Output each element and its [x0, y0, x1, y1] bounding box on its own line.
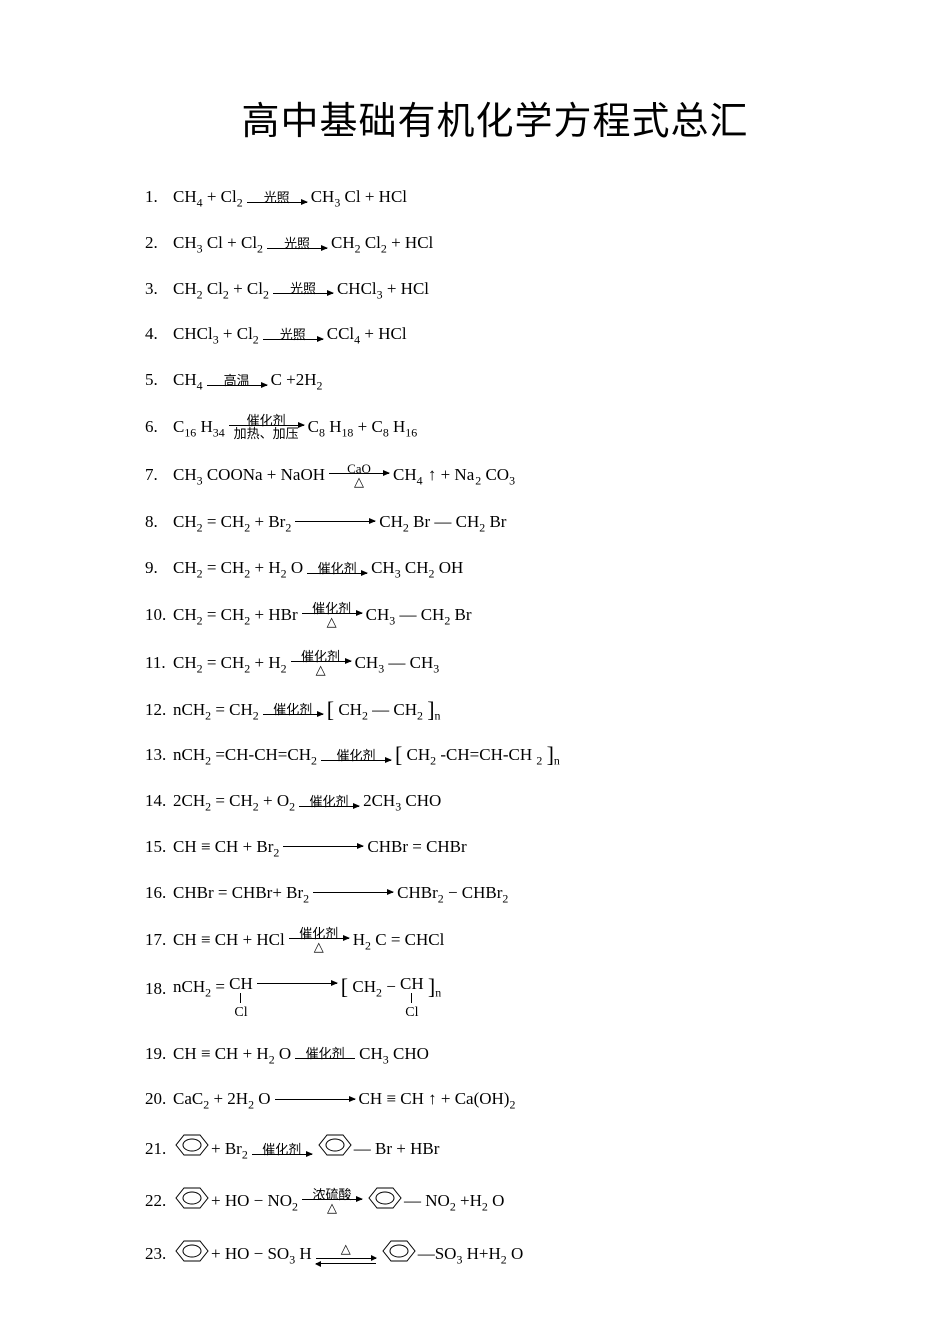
polymer-bracket-close: ]: [427, 697, 434, 722]
reaction-arrow: CaO △: [329, 462, 389, 488]
equation-row: 15. CH ≡ CH + Br2 CHBr = CHBr: [145, 835, 845, 859]
reaction-arrow: 光照: [273, 282, 333, 294]
reaction-arrow: 催化剂 △: [291, 650, 351, 676]
equation-row: 5. CH4 高温 C +2H2: [145, 368, 845, 392]
equation-row: 4. CHCl3 + Cl2 光照 CCl4 + HCl: [145, 322, 845, 346]
equilibrium-arrow: △: [316, 1242, 376, 1266]
eq-number: 3.: [145, 277, 167, 301]
eq-number: 13.: [145, 743, 167, 767]
eq-number: 12.: [145, 698, 167, 722]
reaction-arrow: [295, 521, 375, 522]
eq-number: 22.: [145, 1189, 167, 1213]
equation-row: 3. CH2 Cl2 + Cl2 光照 CHCl3 + HCl: [145, 277, 845, 301]
eq-number: 11.: [145, 651, 167, 675]
eq-number: 1.: [145, 185, 167, 209]
reaction-arrow: [313, 892, 393, 893]
reaction-arrow: 浓硫酸 △: [302, 1188, 362, 1214]
equation-row: 6. C16 H34 催化剂 加热、加压 C8 H18 + C8 H16: [145, 414, 845, 440]
polymer-bracket-open: [: [341, 974, 348, 999]
benzene-icon: [175, 1133, 209, 1164]
document-page: 高中基础有机化学方程式总汇 1. CH4 + Cl2 光照 CH3 Cl + H…: [0, 0, 945, 1337]
reaction-arrow: 催化剂: [295, 1047, 355, 1059]
equation-row: 11. CH2 = CH2 + H2 催化剂 △ CH3 — CH3: [145, 650, 845, 676]
reaction-arrow: 催化剂: [263, 703, 323, 715]
equation-row: 18. nCH2 = CH Cl [ CH2 − CH: [145, 975, 845, 1020]
equation-row: 19. CH ≡ CH + H2 O 催化剂 CH3 CHO: [145, 1042, 845, 1066]
reaction-arrow: [257, 983, 337, 984]
eq-number: 5.: [145, 368, 167, 392]
eq-number: 17.: [145, 928, 167, 952]
eq-number: 6.: [145, 415, 167, 439]
equation-row: 1. CH4 + Cl2 光照 CH3 Cl + HCl: [145, 185, 845, 209]
benzene-icon: [318, 1133, 352, 1164]
equation-row: 17. CH ≡ CH + HCl 催化剂 △ H2 C = CHCl: [145, 927, 845, 953]
equation-row: 12. nCH2 = CH2 催化剂 [ CH2 — CH2 ]n: [145, 698, 845, 722]
ch-cl-group: CH Cl: [229, 975, 253, 1020]
benzene-icon: [368, 1186, 402, 1217]
equation-row: 9. CH2 = CH2 + H2 O 催化剂 CH3 CH2 OH: [145, 556, 845, 580]
equation-row: 20. CaC2 + 2H2 O CH ≡ CH ↑ + Ca(OH)2: [145, 1087, 845, 1111]
eq-number: 16.: [145, 881, 167, 905]
reaction-arrow: 催化剂 △: [289, 927, 349, 953]
reaction-arrow: 催化剂 △: [302, 602, 362, 628]
reaction-arrow: 催化剂: [252, 1143, 312, 1155]
equation-row: 14. 2CH2 = CH2 + O2 催化剂 2CH3 CHO: [145, 789, 845, 813]
equation-row: 2. CH3 Cl + Cl2 光照 CH2 Cl2 + HCl: [145, 231, 845, 255]
equation-list: 1. CH4 + Cl2 光照 CH3 Cl + HCl 2. CH3 Cl +…: [145, 185, 845, 1270]
eq-number: 23.: [145, 1242, 167, 1266]
eq-number: 8.: [145, 510, 167, 534]
eq-lhs: CH4 + Cl2: [173, 185, 243, 209]
equation-row: 21. + Br2 催化剂 — Br + HBr: [145, 1133, 845, 1164]
benzene-icon: [175, 1239, 209, 1270]
ch-cl-group: CH Cl: [400, 975, 424, 1020]
reaction-arrow: 高温: [207, 374, 267, 386]
eq-number: 15.: [145, 835, 167, 859]
reaction-arrow: 催化剂: [307, 562, 367, 574]
eq-number: 18.: [145, 975, 167, 1001]
reaction-arrow: 催化剂: [299, 795, 359, 807]
reaction-arrow: 催化剂: [321, 749, 391, 761]
reaction-arrow: [283, 846, 363, 847]
reaction-arrow: 光照: [263, 328, 323, 340]
polymer-bracket-close: ]: [547, 742, 554, 767]
benzene-icon: [382, 1239, 416, 1270]
eq-number: 7.: [145, 463, 167, 487]
reaction-arrow: 光照: [267, 237, 327, 249]
reaction-arrow: 光照: [247, 191, 307, 203]
reaction-arrow: 催化剂 加热、加压: [229, 414, 304, 440]
polymer-bracket-open: [: [327, 697, 334, 722]
equation-row: 23. + HO − SO3 H △: [145, 1239, 845, 1270]
eq-number: 9.: [145, 556, 167, 580]
equation-row: 10. CH2 = CH2 + HBr 催化剂 △ CH3 — CH2 Br: [145, 602, 845, 628]
eq-number: 2.: [145, 231, 167, 255]
equation-row: 7. CH3 COONa + NaOH CaO △ CH4 ↑ + Na2 CO…: [145, 462, 845, 488]
equation-row: 16. CHBr = CHBr+ Br2 CHBr2 − CHBr2: [145, 881, 845, 905]
eq-rhs: CH3 Cl + HCl: [311, 185, 407, 209]
polymer-bracket-open: [: [395, 742, 402, 767]
eq-number: 10.: [145, 603, 167, 627]
eq-number: 14.: [145, 789, 167, 813]
eq-number: 21.: [145, 1137, 167, 1161]
equation-row: 13. nCH2 =CH-CH=CH2 催化剂 [ CH2 -CH=CH-CH …: [145, 743, 845, 767]
equation-row: 8. CH2 = CH2 + Br2 CH2 Br — CH2 Br: [145, 510, 845, 534]
equation-row: 22. + HO − NO2 浓硫酸 △: [145, 1186, 845, 1217]
eq-number: 19.: [145, 1042, 167, 1066]
reaction-arrow: [275, 1099, 355, 1100]
benzene-icon: [175, 1186, 209, 1217]
eq-number: 4.: [145, 322, 167, 346]
eq-number: 20.: [145, 1087, 167, 1111]
page-title: 高中基础有机化学方程式总汇: [145, 90, 845, 145]
